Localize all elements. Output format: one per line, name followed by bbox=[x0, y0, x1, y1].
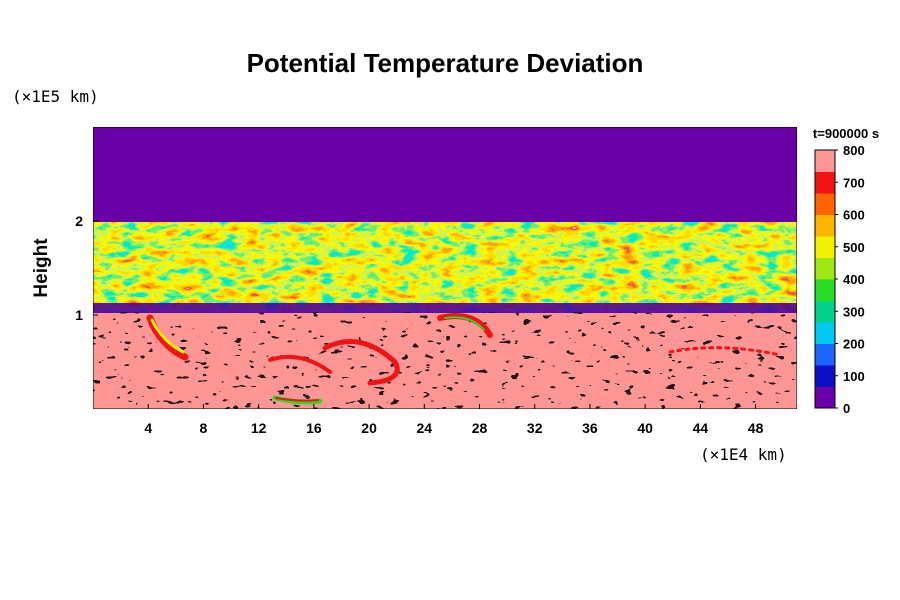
turbulent-layer bbox=[93, 222, 797, 312]
colorbar-segment bbox=[815, 236, 835, 258]
x-unit-label: (×1E4 km) bbox=[700, 445, 787, 464]
colorbar-segment bbox=[815, 257, 835, 280]
x-tick-label: 28 bbox=[472, 420, 488, 436]
y-unit-label: (×1E5 km) bbox=[12, 87, 99, 106]
colorbar-tick-label: 200 bbox=[843, 337, 865, 352]
x-axis: 4 8 12 16 20 24 28 32 36 40 44 48 bbox=[144, 404, 764, 436]
time-label: t=900000 s bbox=[813, 126, 879, 141]
upper-uniform-region bbox=[93, 127, 797, 227]
colorbar: 0 100 200 300 400 500 600 700 800 bbox=[814, 143, 865, 416]
colorbar-tick-label: 800 bbox=[843, 143, 865, 158]
colorbar-tick-label: 400 bbox=[843, 272, 865, 287]
x-tick-label: 24 bbox=[417, 420, 433, 436]
colorbar-tick-label: 500 bbox=[843, 240, 865, 255]
colorbar-tick-label: 300 bbox=[843, 304, 865, 319]
colorbar-tick-label: 600 bbox=[843, 208, 865, 223]
x-tick-label: 36 bbox=[582, 420, 598, 436]
colorbar-segment bbox=[815, 150, 835, 172]
colorbar-segment bbox=[815, 322, 835, 344]
low-band bbox=[93, 303, 797, 313]
y-axis-label: Height bbox=[31, 238, 52, 298]
colorbar-segment bbox=[815, 214, 835, 237]
colorbar-segment bbox=[815, 343, 835, 366]
lower-features bbox=[93, 312, 797, 409]
chart-title: Potential Temperature Deviation bbox=[247, 48, 644, 78]
plot-area bbox=[93, 127, 797, 409]
y-axis: 12 bbox=[75, 213, 98, 323]
x-tick-label: 44 bbox=[693, 420, 709, 436]
colorbar-segment bbox=[815, 193, 835, 215]
colorbar-segment bbox=[815, 279, 835, 301]
x-tick-label: 20 bbox=[361, 420, 377, 436]
x-tick-label: 8 bbox=[200, 420, 208, 436]
x-tick-label: 32 bbox=[527, 420, 543, 436]
colorbar-tick-label: 100 bbox=[843, 369, 865, 384]
y-tick-label: 2 bbox=[75, 213, 83, 229]
colorbar-segment bbox=[815, 386, 835, 409]
colorbar-tick-label: 700 bbox=[843, 175, 865, 190]
x-tick-label: 16 bbox=[306, 420, 322, 436]
colorbar-segment bbox=[815, 300, 835, 323]
colorbar-segment bbox=[815, 365, 835, 387]
x-tick-label: 4 bbox=[144, 420, 152, 436]
x-tick-label: 48 bbox=[748, 420, 764, 436]
y-tick-label: 1 bbox=[75, 307, 83, 323]
x-tick-label: 12 bbox=[251, 420, 267, 436]
x-tick-label: 40 bbox=[637, 420, 653, 436]
colorbar-segment bbox=[815, 171, 835, 194]
vortex-features bbox=[146, 313, 782, 405]
colorbar-tick-label: 0 bbox=[843, 401, 850, 416]
